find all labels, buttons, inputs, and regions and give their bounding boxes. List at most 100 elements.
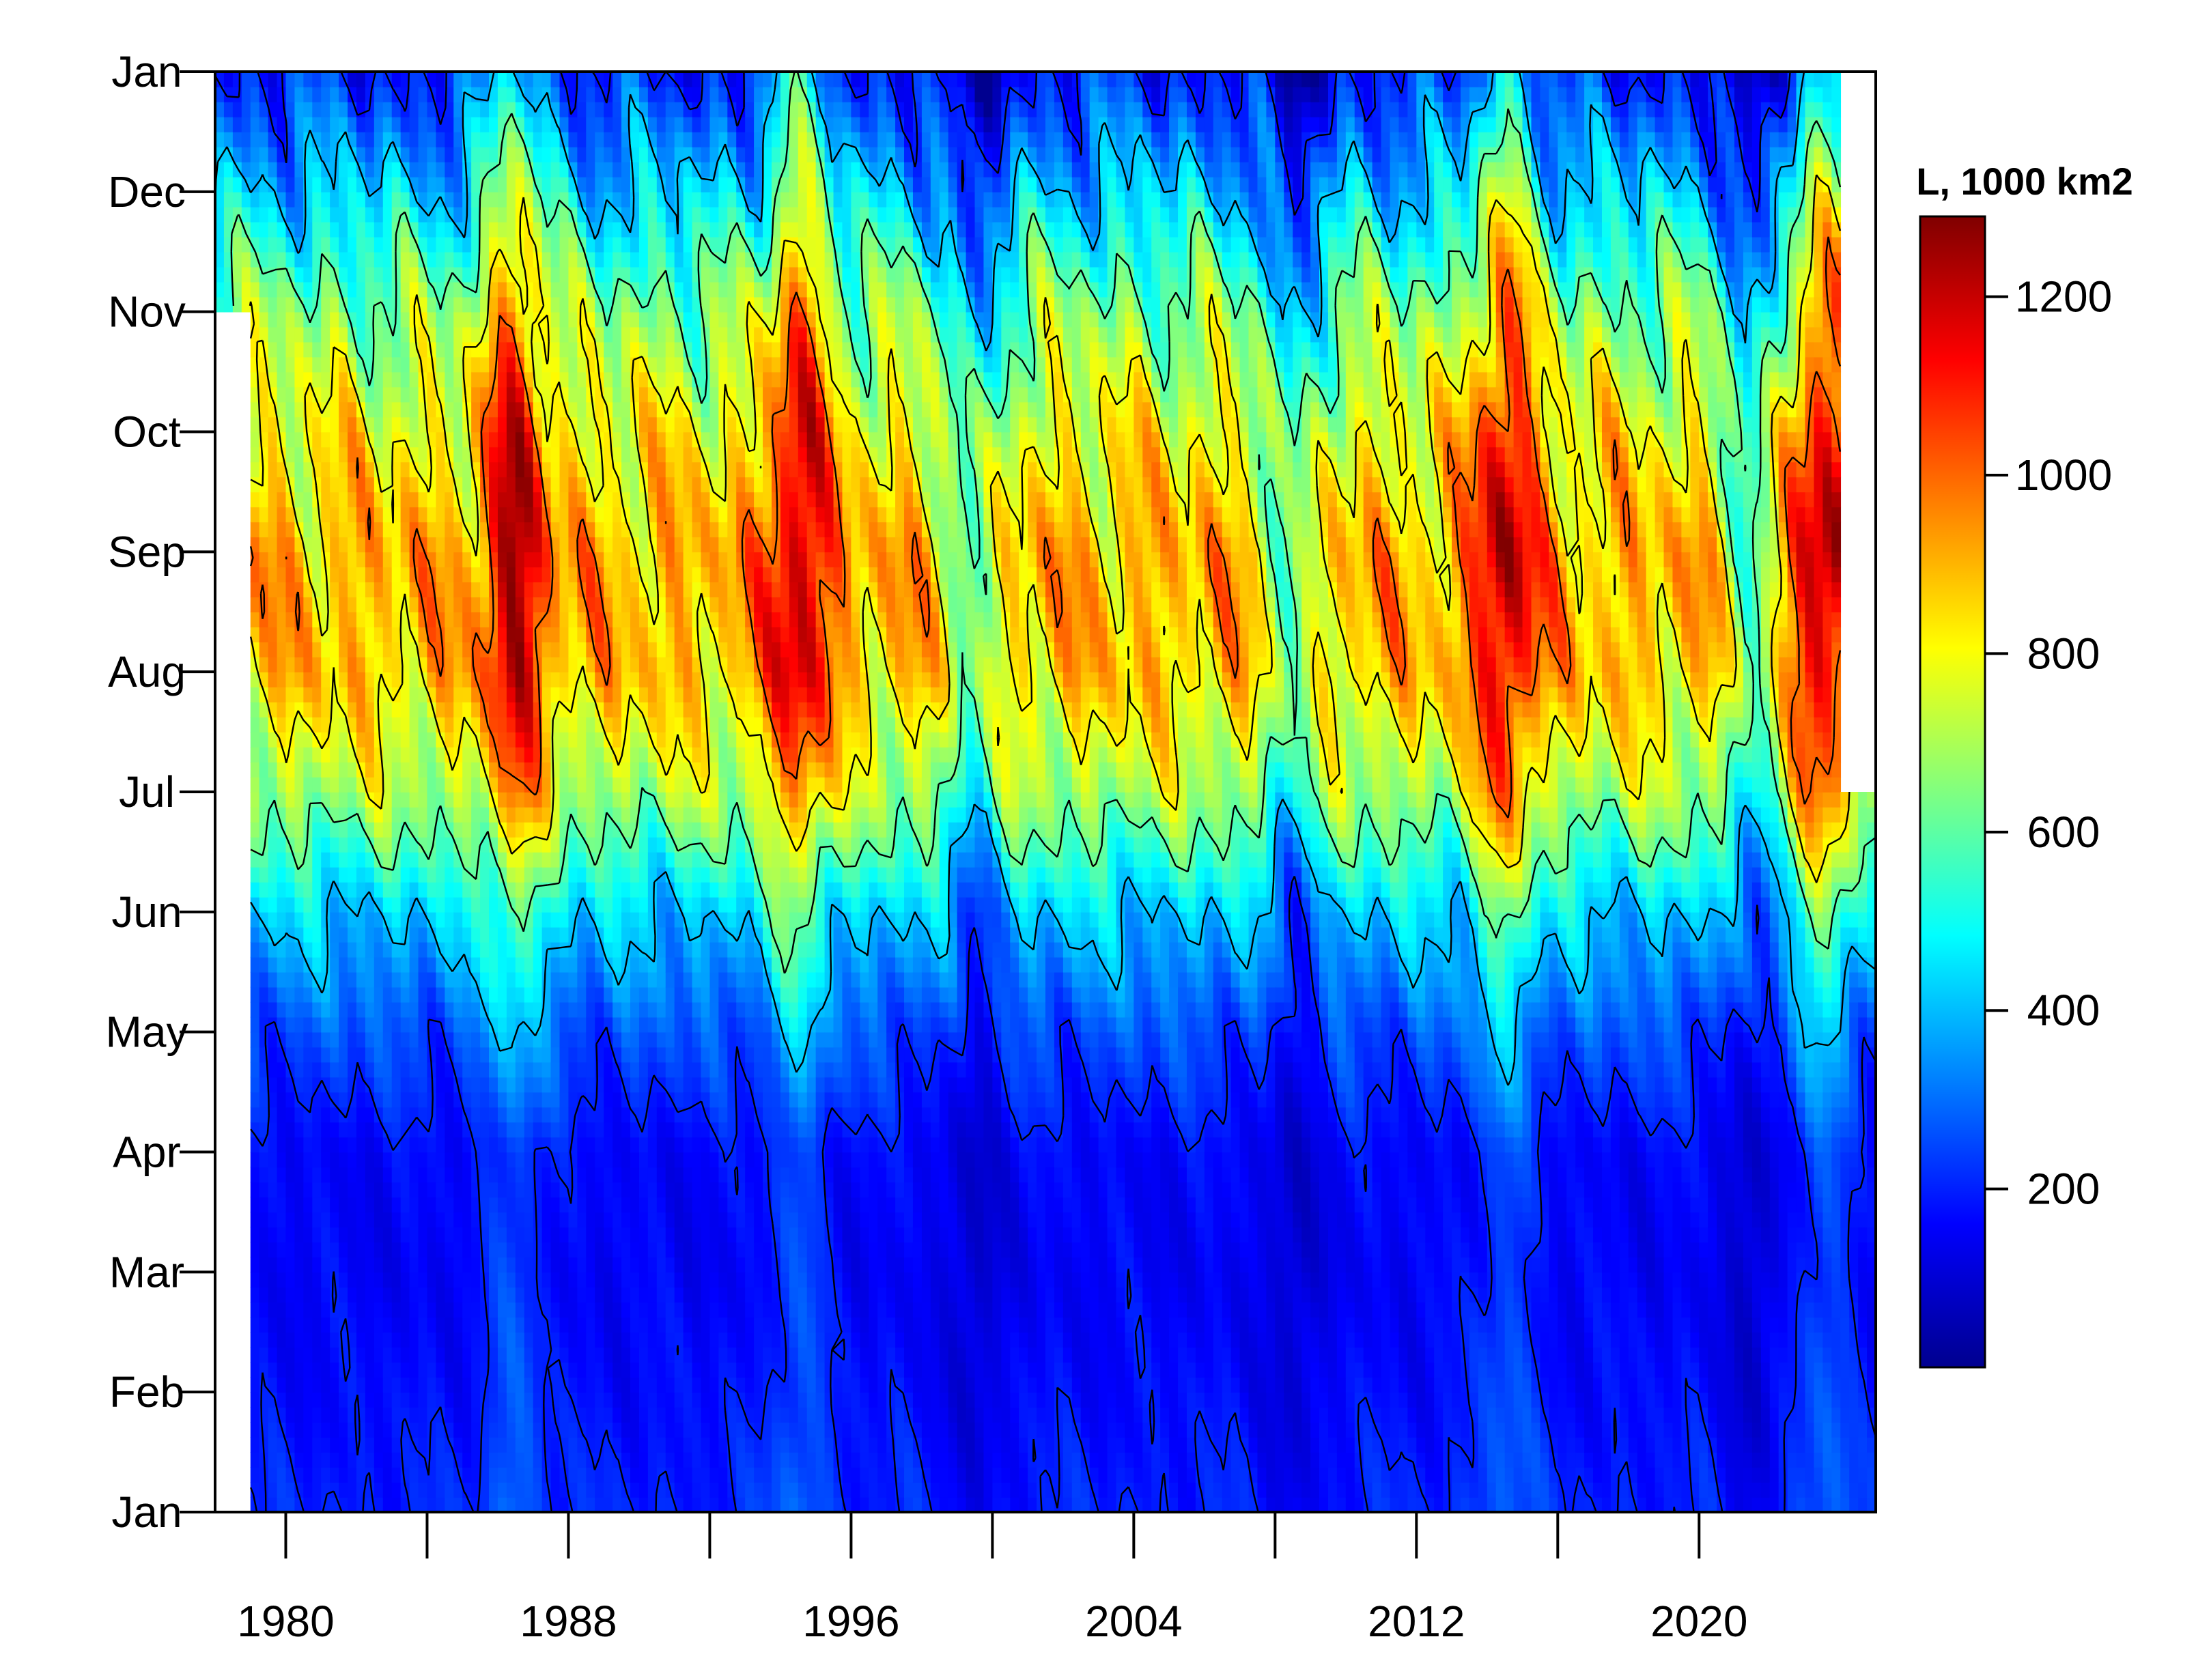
- heatmap-cell: [453, 1212, 463, 1227]
- heatmap-cell: [621, 882, 631, 898]
- heatmap-cell: [613, 102, 622, 117]
- heatmap-cell: [577, 102, 587, 117]
- heatmap-cell: [321, 1047, 330, 1063]
- heatmap-cell: [692, 1302, 702, 1318]
- heatmap-cell: [604, 717, 613, 732]
- heatmap-cell: [498, 417, 507, 433]
- heatmap-cell: [285, 702, 295, 717]
- heatmap-cell: [586, 582, 595, 597]
- heatmap-cell: [613, 732, 622, 748]
- heatmap-cell: [251, 927, 260, 943]
- heatmap-cell: [675, 461, 684, 477]
- heatmap-cell: [365, 627, 375, 642]
- heatmap-cell: [365, 1242, 375, 1257]
- heatmap-cell: [692, 1137, 702, 1153]
- heatmap-cell: [259, 1032, 269, 1048]
- heatmap-cell: [684, 72, 693, 87]
- heatmap-cell: [224, 72, 234, 87]
- heatmap-cell: [303, 1332, 313, 1348]
- heatmap-cell: [445, 702, 454, 717]
- heatmap-cell: [365, 1182, 375, 1197]
- heatmap-cell: [692, 1257, 702, 1272]
- heatmap-cell: [330, 1167, 339, 1182]
- heatmap-cell: [268, 522, 278, 537]
- heatmap-cell: [251, 1107, 260, 1123]
- heatmap-cell: [560, 882, 569, 898]
- heatmap-cell: [374, 117, 384, 132]
- heatmap-cell: [507, 987, 516, 1003]
- heatmap-cell: [312, 117, 322, 132]
- heatmap-cell: [480, 222, 490, 238]
- heatmap-cell: [516, 177, 525, 193]
- heatmap-cell: [507, 927, 516, 943]
- heatmap-cell: [268, 1302, 278, 1318]
- heatmap-cell: [365, 687, 375, 702]
- heatmap-cell: [568, 372, 578, 388]
- heatmap-cell: [524, 1182, 534, 1197]
- heatmap-cell: [419, 87, 428, 102]
- heatmap-cell: [613, 567, 622, 582]
- heatmap-cell: [684, 567, 693, 582]
- heatmap-cell: [604, 702, 613, 717]
- heatmap-cell: [675, 867, 684, 883]
- heatmap-cell: [524, 1152, 534, 1168]
- heatmap-cell: [365, 476, 375, 492]
- heatmap-cell: [507, 1077, 516, 1093]
- heatmap-cell: [533, 147, 543, 162]
- heatmap-cell: [259, 1227, 269, 1242]
- heatmap-cell: [453, 327, 463, 343]
- heatmap-cell: [383, 1092, 393, 1108]
- heatmap-cell: [277, 1017, 287, 1033]
- heatmap-cell: [374, 432, 384, 448]
- heatmap-cell: [648, 1062, 658, 1078]
- heatmap-cell: [613, 1227, 622, 1242]
- heatmap-cell: [498, 852, 507, 868]
- heatmap-cell: [542, 1437, 552, 1453]
- heatmap-cell: [639, 342, 649, 358]
- heatmap-cell: [321, 237, 330, 253]
- heatmap-cell: [542, 387, 552, 403]
- heatmap-cell: [657, 987, 666, 1003]
- heatmap-cell: [453, 567, 463, 582]
- heatmap-cell: [321, 1287, 330, 1302]
- heatmap-cell: [516, 162, 525, 177]
- heatmap-cell: [356, 687, 366, 702]
- heatmap-cell: [268, 852, 278, 868]
- heatmap-cell: [551, 1317, 561, 1333]
- heatmap-cell: [568, 852, 578, 868]
- heatmap-cell: [285, 342, 295, 358]
- heatmap-cell: [498, 1077, 507, 1093]
- heatmap-cell: [348, 117, 357, 132]
- heatmap-cell: [268, 1317, 278, 1333]
- heatmap-cell: [436, 822, 445, 838]
- heatmap-cell: [215, 282, 225, 298]
- heatmap-cell: [568, 446, 578, 462]
- heatmap-cell: [453, 342, 463, 358]
- heatmap-cell: [277, 1377, 287, 1393]
- heatmap-cell: [410, 357, 419, 373]
- heatmap-cell: [383, 807, 393, 823]
- heatmap-cell: [498, 1092, 507, 1108]
- heatmap-cell: [356, 1317, 366, 1333]
- heatmap-cell: [339, 822, 348, 838]
- heatmap-cell: [374, 1182, 384, 1197]
- heatmap-cell: [498, 1062, 507, 1078]
- heatmap-cell: [445, 1287, 454, 1302]
- heatmap-cell: [383, 1257, 393, 1272]
- heatmap-cell: [321, 476, 330, 492]
- heatmap-cell: [462, 1272, 472, 1287]
- heatmap-cell: [294, 252, 304, 268]
- heatmap-cell: [392, 672, 402, 687]
- heatmap-cell: [419, 1407, 428, 1423]
- heatmap-cell: [277, 642, 287, 657]
- heatmap-cell: [524, 1257, 534, 1272]
- heatmap-cell: [339, 1182, 348, 1197]
- heatmap-cell: [233, 102, 242, 117]
- heatmap-cell: [551, 1047, 561, 1063]
- heatmap-cell: [577, 1452, 587, 1468]
- heatmap-cell: [294, 387, 304, 403]
- heatmap-cell: [639, 207, 649, 223]
- heatmap-cell: [436, 327, 445, 343]
- heatmap-cell: [436, 1317, 445, 1333]
- heatmap-cell: [321, 132, 330, 147]
